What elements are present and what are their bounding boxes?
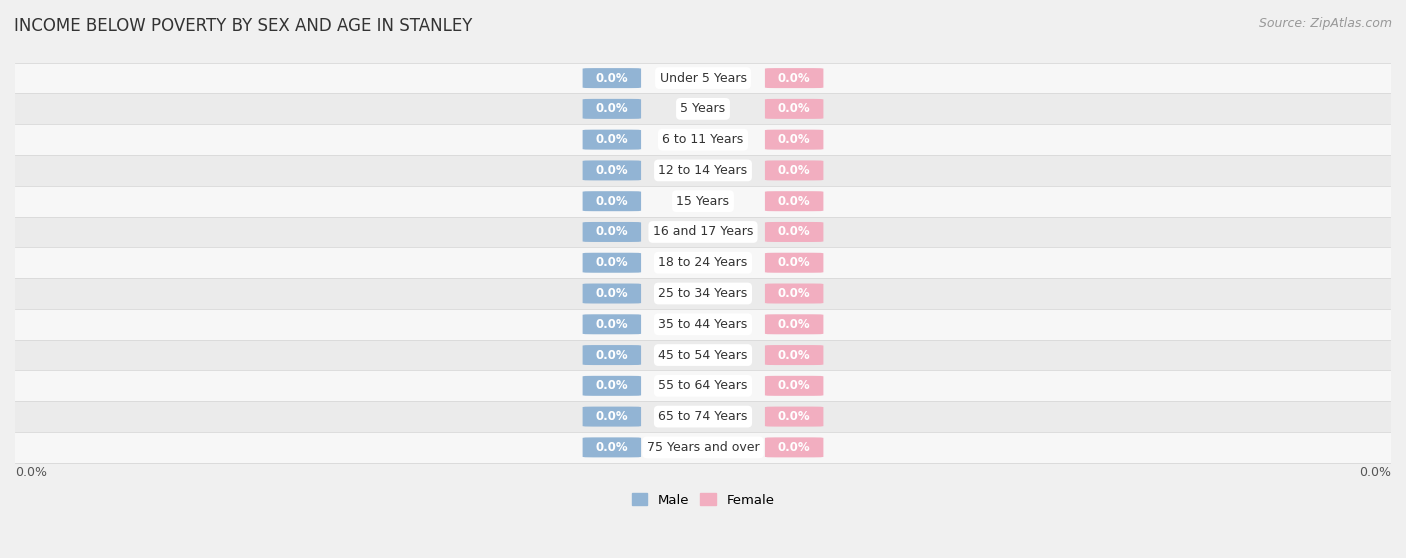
Text: 0.0%: 0.0% [778,441,810,454]
Bar [15,278,1391,309]
Text: 0.0%: 0.0% [778,349,810,362]
Text: 18 to 24 Years: 18 to 24 Years [658,256,748,270]
FancyBboxPatch shape [765,345,824,365]
Bar [15,155,1391,186]
Text: 15 Years: 15 Years [676,195,730,208]
FancyBboxPatch shape [765,437,824,458]
Text: 0.0%: 0.0% [596,287,628,300]
Text: 0.0%: 0.0% [596,441,628,454]
Text: 0.0%: 0.0% [778,256,810,270]
Text: 0.0%: 0.0% [596,133,628,146]
FancyBboxPatch shape [582,99,641,119]
FancyBboxPatch shape [582,345,641,365]
Text: 16 and 17 Years: 16 and 17 Years [652,225,754,238]
Text: 55 to 64 Years: 55 to 64 Years [658,379,748,392]
Text: 35 to 44 Years: 35 to 44 Years [658,318,748,331]
Text: 0.0%: 0.0% [778,133,810,146]
Text: 0.0%: 0.0% [778,71,810,85]
FancyBboxPatch shape [765,283,824,304]
Text: 0.0%: 0.0% [596,102,628,116]
FancyBboxPatch shape [765,253,824,273]
Text: 0.0%: 0.0% [778,410,810,423]
FancyBboxPatch shape [765,376,824,396]
FancyBboxPatch shape [765,99,824,119]
FancyBboxPatch shape [582,129,641,150]
Text: 45 to 54 Years: 45 to 54 Years [658,349,748,362]
Bar [15,124,1391,155]
FancyBboxPatch shape [582,68,641,88]
Text: 25 to 34 Years: 25 to 34 Years [658,287,748,300]
Text: Under 5 Years: Under 5 Years [659,71,747,85]
Text: INCOME BELOW POVERTY BY SEX AND AGE IN STANLEY: INCOME BELOW POVERTY BY SEX AND AGE IN S… [14,17,472,35]
Text: 0.0%: 0.0% [778,287,810,300]
FancyBboxPatch shape [582,314,641,334]
Text: 0.0%: 0.0% [596,225,628,238]
FancyBboxPatch shape [582,283,641,304]
FancyBboxPatch shape [765,222,824,242]
FancyBboxPatch shape [582,407,641,427]
FancyBboxPatch shape [582,160,641,180]
FancyBboxPatch shape [582,191,641,211]
Text: 0.0%: 0.0% [778,164,810,177]
Text: 0.0%: 0.0% [15,466,46,479]
Text: 0.0%: 0.0% [596,256,628,270]
Bar [15,217,1391,247]
Text: 0.0%: 0.0% [778,379,810,392]
Text: 0.0%: 0.0% [596,195,628,208]
Bar [15,186,1391,217]
Bar [15,62,1391,94]
Text: 65 to 74 Years: 65 to 74 Years [658,410,748,423]
Bar [15,94,1391,124]
FancyBboxPatch shape [765,68,824,88]
Text: 0.0%: 0.0% [596,318,628,331]
FancyBboxPatch shape [765,191,824,211]
Legend: Male, Female: Male, Female [626,488,780,512]
FancyBboxPatch shape [582,437,641,458]
FancyBboxPatch shape [582,376,641,396]
FancyBboxPatch shape [765,129,824,150]
FancyBboxPatch shape [765,314,824,334]
Text: 0.0%: 0.0% [778,318,810,331]
FancyBboxPatch shape [582,253,641,273]
Text: 0.0%: 0.0% [1360,466,1391,479]
Text: 0.0%: 0.0% [596,379,628,392]
FancyBboxPatch shape [765,160,824,180]
Bar [15,371,1391,401]
Text: 0.0%: 0.0% [596,164,628,177]
Text: Source: ZipAtlas.com: Source: ZipAtlas.com [1258,17,1392,30]
Text: 6 to 11 Years: 6 to 11 Years [662,133,744,146]
Bar [15,432,1391,463]
Bar [15,401,1391,432]
Text: 0.0%: 0.0% [596,71,628,85]
Text: 0.0%: 0.0% [596,410,628,423]
Text: 0.0%: 0.0% [778,195,810,208]
Text: 0.0%: 0.0% [596,349,628,362]
Bar [15,309,1391,340]
Text: 0.0%: 0.0% [778,225,810,238]
Text: 5 Years: 5 Years [681,102,725,116]
FancyBboxPatch shape [765,407,824,427]
Text: 12 to 14 Years: 12 to 14 Years [658,164,748,177]
FancyBboxPatch shape [582,222,641,242]
Text: 75 Years and over: 75 Years and over [647,441,759,454]
Bar [15,247,1391,278]
Bar [15,340,1391,371]
Text: 0.0%: 0.0% [778,102,810,116]
